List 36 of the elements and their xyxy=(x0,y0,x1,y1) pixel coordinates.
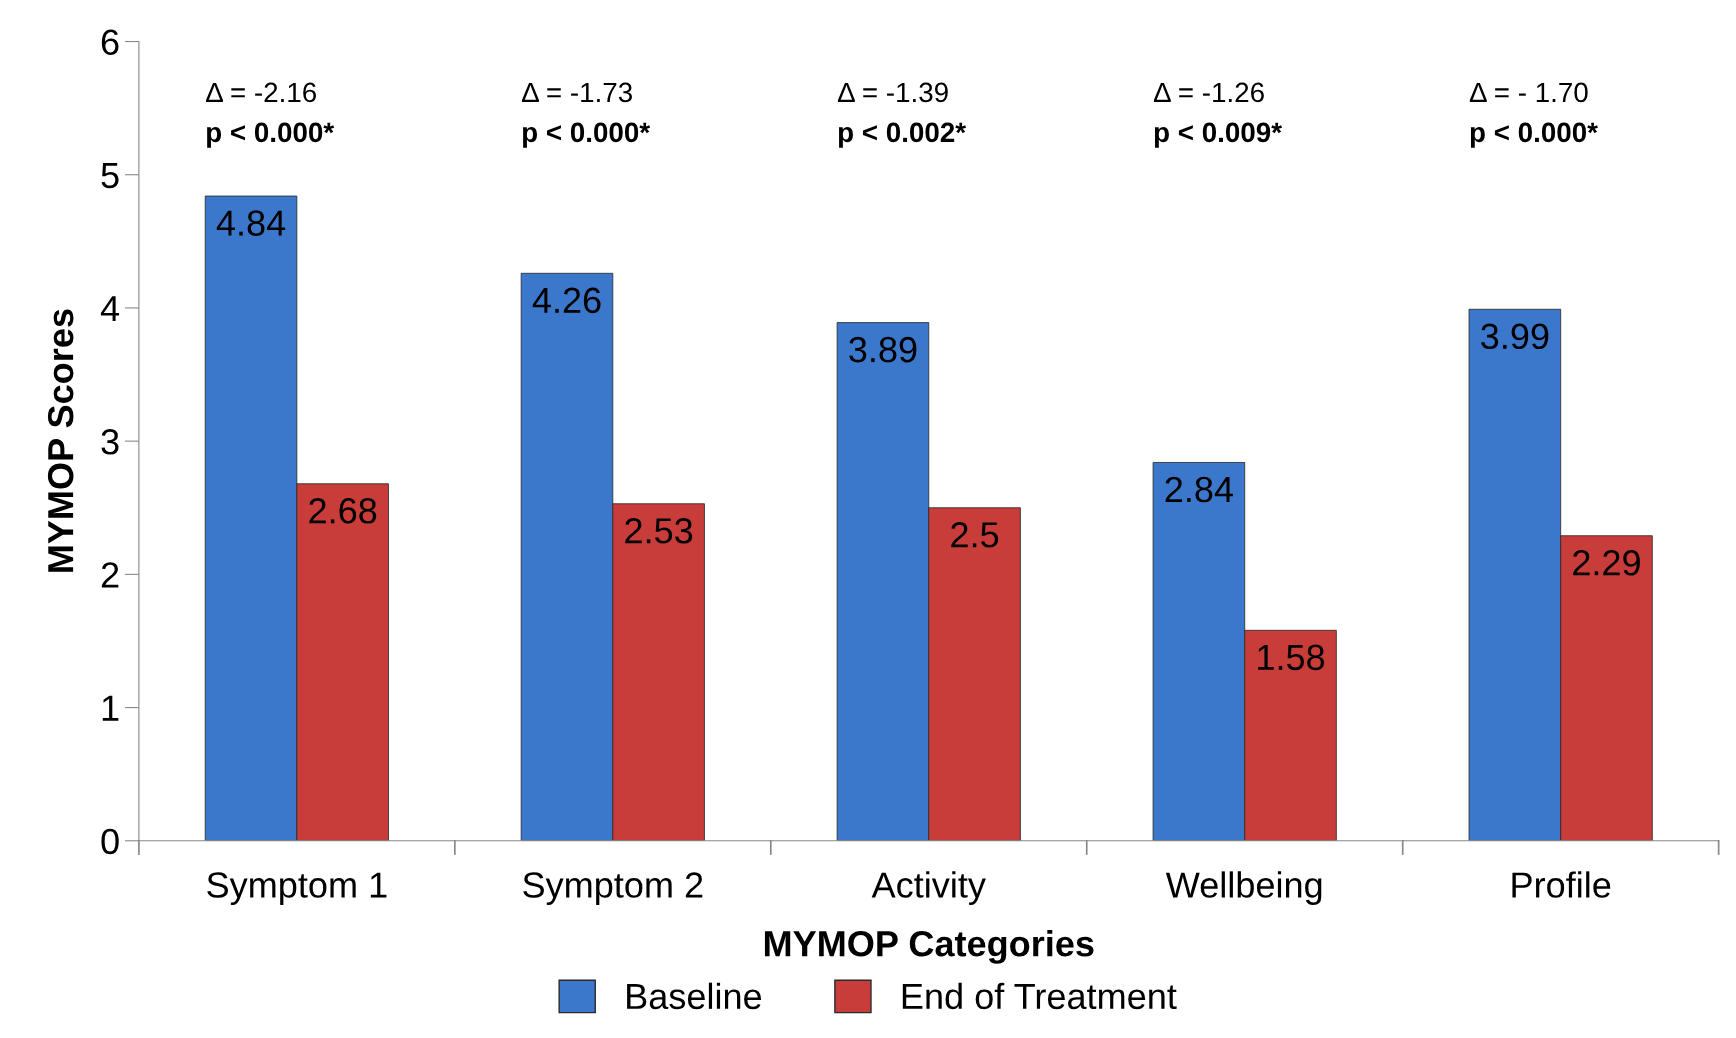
x-tick-label: Activity xyxy=(871,871,986,905)
annotation: p < 0.000* xyxy=(1470,122,1598,148)
annotation: Δ = -1.39 xyxy=(837,82,948,103)
y-tick-label: 4 xyxy=(100,296,120,322)
data-label: 2.53 xyxy=(625,518,693,544)
data-label: 3.89 xyxy=(849,336,917,363)
data-label: 2.84 xyxy=(1165,476,1233,503)
annotation: p < 0.009* xyxy=(1154,122,1282,148)
annotation: Δ = -2.16 xyxy=(206,82,317,103)
data-label: 2.29 xyxy=(1573,550,1640,576)
data-label: 4.84 xyxy=(216,210,286,236)
annotation: p < 0.000* xyxy=(207,122,335,148)
x-tick-label: Symptom 1 xyxy=(207,872,387,905)
legend-label: Baseline xyxy=(627,982,762,1010)
y-tick-label: 5 xyxy=(101,162,119,189)
data-label: 1.58 xyxy=(1258,644,1325,671)
data-label: 3.99 xyxy=(1481,323,1549,350)
x-tick-label: Profile xyxy=(1512,871,1611,898)
annotation: p < 0.000* xyxy=(523,122,651,148)
x-tick-label: Symptom 2 xyxy=(523,872,703,905)
annotation: Δ = - 1.70 xyxy=(1469,82,1588,103)
y-tick-label: 2 xyxy=(101,562,119,588)
data-label: 4.26 xyxy=(532,287,601,314)
x-axis-title: MYMOP Categories xyxy=(764,930,1094,964)
y-tick-label: 0 xyxy=(101,828,119,855)
annotation: p < 0.002* xyxy=(838,122,967,148)
annotation: Δ = -1.73 xyxy=(522,82,632,103)
y-tick-label: 1 xyxy=(102,695,119,721)
y-tick-label: 6 xyxy=(101,29,119,55)
y-axis-title: MYMOP Scores xyxy=(47,309,74,572)
y-tick-label: 3 xyxy=(101,429,119,455)
x-tick-label: Wellbeing xyxy=(1165,871,1322,905)
data-label: 2.68 xyxy=(309,498,377,524)
annotation: Δ = -1.26 xyxy=(1153,82,1264,103)
data-label: 2.5 xyxy=(951,522,999,548)
legend-label: End of Treatment xyxy=(902,982,1177,1010)
